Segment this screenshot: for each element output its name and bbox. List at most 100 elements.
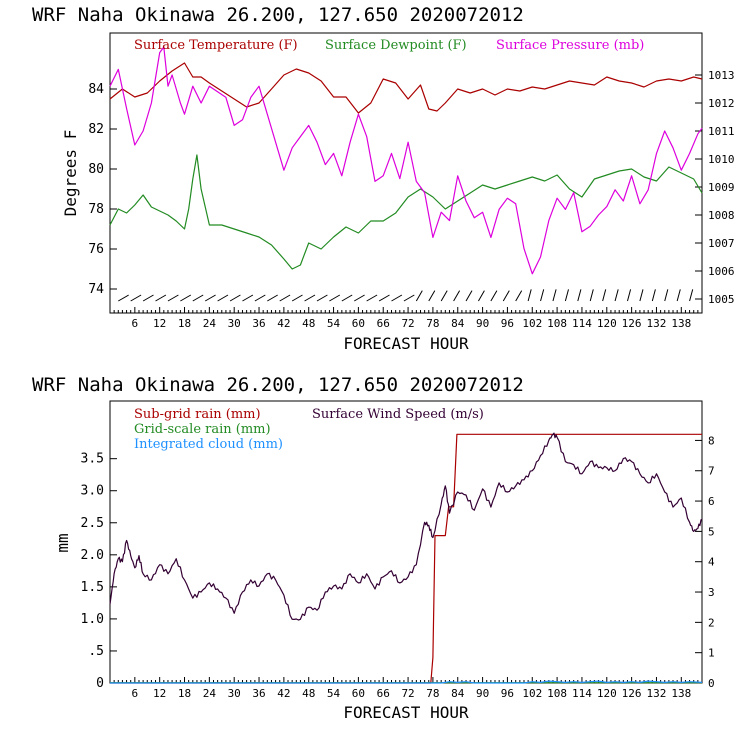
surface-pressure-mb-line	[109, 46, 703, 275]
top-chart-title: WRF Naha Okinawa 26.200, 127.650 2020072…	[32, 4, 524, 26]
x-tick-label: 66	[377, 317, 390, 330]
wind-barb	[490, 290, 498, 302]
x-tick-label: 108	[547, 687, 567, 700]
x-tick-label: 78	[426, 687, 439, 700]
wind-barb	[440, 290, 448, 302]
wind-barb	[155, 294, 167, 302]
wind-barb	[291, 294, 303, 302]
legend-pressure: Surface Pressure (mb)	[496, 38, 644, 53]
y2-tick-label: 4	[708, 556, 715, 569]
bottom-x-axis-label: FORECAST HOUR	[343, 703, 469, 722]
x-tick-label: 12	[153, 687, 166, 700]
wind-barb	[540, 289, 545, 302]
x-tick-label: 36	[252, 687, 265, 700]
wind-barb	[229, 294, 241, 302]
wind-barb	[415, 290, 423, 302]
legend-grid-rain: Grid-scale rain (mm)	[134, 422, 271, 437]
x-tick-label: 18	[178, 317, 191, 330]
y2-tick-label: 1012	[708, 97, 735, 110]
x-tick-label: 42	[277, 687, 290, 700]
wind-barb	[180, 294, 192, 302]
x-tick-label: 72	[401, 687, 414, 700]
x-tick-label: 6	[132, 687, 139, 700]
x-tick-label: 66	[377, 687, 390, 700]
wind-barbs	[118, 289, 694, 302]
top-axis-ticks	[110, 74, 702, 313]
wind-barb	[689, 289, 694, 302]
wind-barb	[329, 294, 341, 302]
x-tick-label: 96	[501, 317, 514, 330]
wind-barb	[602, 289, 607, 302]
x-tick-label: 60	[352, 317, 365, 330]
wind-barb	[639, 289, 644, 302]
y2-tick-label: 1011	[708, 125, 735, 138]
wind-barb	[354, 294, 365, 302]
y-tick-label: 2.0	[81, 548, 104, 563]
x-tick-label: 54	[327, 687, 341, 700]
wind-barb	[118, 294, 129, 302]
y2-tick-label: 2	[708, 616, 715, 629]
wind-barb	[564, 289, 569, 302]
top-series-group	[109, 46, 703, 275]
x-tick-label: 24	[203, 687, 217, 700]
wind-barb	[279, 294, 291, 302]
y-tick-label: 74	[88, 282, 104, 297]
x-tick-label: 72	[401, 317, 414, 330]
x-tick-label: 90	[476, 317, 489, 330]
bottom-y-axis-label: mm	[53, 533, 72, 552]
x-tick-label: 36	[252, 317, 265, 330]
x-tick-label: 114	[572, 317, 592, 330]
top-y2-tick-labels: 1013 1012 1011 1010 1009 1008 1007 1006 1005	[708, 69, 735, 306]
x-tick-label: 30	[228, 687, 241, 700]
x-tick-label: 120	[597, 687, 617, 700]
bottom-x-tick-labels: 6 12 18 24 30 36 42 48 54 60 66 72 78 84 90 96 102 108 114…	[132, 687, 692, 700]
wind-barb	[341, 294, 353, 302]
x-tick-label: 132	[647, 687, 667, 700]
x-tick-label: 54	[327, 317, 341, 330]
y2-tick-label: 1	[708, 647, 715, 660]
wind-barb	[254, 294, 266, 302]
integrated-cloud-mm-line	[110, 680, 703, 684]
y-tick-label: 80	[88, 162, 104, 177]
wind-barb	[614, 289, 619, 302]
legend-cloud: Integrated cloud (mm)	[134, 437, 283, 452]
surface-dewpoint-f-line	[109, 154, 703, 270]
wind-barb	[267, 294, 278, 302]
x-tick-label: 12	[153, 317, 166, 330]
y-tick-label: 3.0	[81, 484, 104, 499]
y2-tick-label: 1009	[708, 181, 735, 194]
x-tick-label: 30	[228, 317, 241, 330]
y-tick-label: 78	[88, 202, 104, 217]
wind-barb	[502, 290, 510, 302]
x-tick-label: 60	[352, 687, 365, 700]
bottom-series-group	[109, 432, 703, 684]
wind-barb	[142, 294, 154, 302]
top-panel: WRF Naha Okinawa 26.200, 127.650 2020072…	[32, 4, 735, 353]
x-tick-label: 6	[132, 317, 139, 330]
wind-barb	[453, 290, 461, 302]
y-tick-label: 2.5	[81, 516, 104, 531]
wind-barb	[465, 290, 473, 302]
wind-barb	[676, 289, 681, 302]
wind-barb	[428, 290, 436, 302]
x-tick-label: 78	[426, 317, 439, 330]
legend-wind-speed: Surface Wind Speed (m/s)	[312, 407, 484, 422]
surface-temperature-f-line	[109, 62, 703, 114]
y2-tick-label: 5	[708, 525, 715, 538]
top-x-tick-labels: 6 12 18 24 30 36 42 48 54 60 66 72 78 84 90 96 102 108 114…	[132, 317, 692, 330]
y-tick-label: 1.0	[81, 612, 104, 627]
x-tick-label: 102	[522, 687, 542, 700]
wind-barb	[403, 294, 415, 302]
x-tick-label: 90	[476, 687, 489, 700]
wind-barb	[192, 294, 204, 302]
bottom-y2-tick-labels: 8 7 6 5 4 3 2 1 0	[708, 434, 715, 690]
bottom-panel: WRF Naha Okinawa 26.200, 127.650 2020072…	[32, 374, 715, 722]
top-plot-frame	[109, 32, 703, 314]
wind-barb	[242, 294, 254, 302]
x-tick-label: 132	[647, 317, 667, 330]
wind-barb	[664, 289, 669, 302]
y2-tick-label: 7	[708, 465, 715, 478]
x-tick-label: 84	[451, 317, 465, 330]
x-tick-label: 102	[522, 317, 542, 330]
